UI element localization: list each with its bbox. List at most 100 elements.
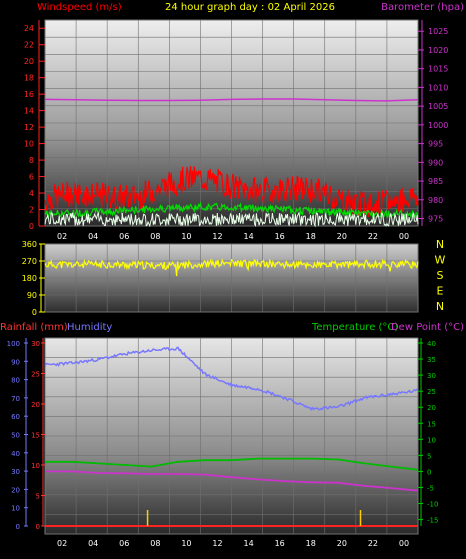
compass-label: S xyxy=(437,269,444,282)
humidity-tick-label: 10 xyxy=(11,505,20,513)
direction-tick-label: 180 xyxy=(22,274,37,283)
temperature-tick-label: -10 xyxy=(427,501,438,509)
humidity-tick-label: 40 xyxy=(11,450,20,458)
wind-direction-line xyxy=(44,258,419,277)
temperature-tick-label: 30 xyxy=(427,372,436,380)
dewpoint-line xyxy=(45,470,419,492)
x-tick-label: 10 xyxy=(181,232,191,241)
wind-tick-label: 8 xyxy=(29,156,34,165)
rain-tick-label: 5 xyxy=(36,493,40,501)
wind-tick-label: 2 xyxy=(29,206,34,215)
barometer-tick-label: 1025 xyxy=(428,27,448,36)
wind-series xyxy=(44,166,419,228)
compass-label: N xyxy=(436,238,444,251)
humidity-line xyxy=(44,346,419,411)
humidity-tick-label: 30 xyxy=(11,468,20,476)
x-tick-label: 14 xyxy=(243,232,253,241)
compass-label: N xyxy=(436,300,444,313)
direction-tick-label: 90 xyxy=(27,291,37,300)
wind-tick-label: 6 xyxy=(29,173,34,182)
barometer-tick-label: 1020 xyxy=(428,46,448,55)
axis-labels: 0246810121416182022249759809859909951000… xyxy=(7,20,448,548)
x-tick-label: 14 xyxy=(243,539,253,548)
barometer-tick-label: 985 xyxy=(428,177,443,186)
dewpoint-label: Dew Point (°C) xyxy=(391,322,464,333)
rain-tick-label: 25 xyxy=(31,371,40,379)
rain-tick-label: 30 xyxy=(31,340,40,348)
rain-series xyxy=(45,510,418,527)
humidity-tick-label: 80 xyxy=(11,377,20,385)
x-tick-label: 16 xyxy=(275,539,285,548)
barometer-tick-label: 975 xyxy=(428,215,443,224)
temperature-label: Temperature (°C) xyxy=(311,322,398,333)
temperature-tick-label: -5 xyxy=(427,484,434,492)
barometer-tick-label: 995 xyxy=(428,140,443,149)
temperature-tick-label: 5 xyxy=(427,452,431,460)
rainfall-label: Rainfall (mm) xyxy=(0,322,68,333)
x-tick-label: 06 xyxy=(119,232,129,241)
direction-tick-label: 270 xyxy=(22,257,37,266)
x-tick-label: 10 xyxy=(181,539,191,548)
temperature-tick-label: 15 xyxy=(427,420,436,428)
x-tick-label: 02 xyxy=(57,539,67,548)
wind-tick-label: 22 xyxy=(24,41,34,50)
x-tick-label: 04 xyxy=(88,232,98,241)
barometer-tick-label: 1010 xyxy=(428,83,448,92)
windspeed-label: Windspeed (m/s) xyxy=(37,2,122,13)
x-tick-label: 18 xyxy=(306,539,316,548)
x-tick-label: 08 xyxy=(150,232,160,241)
temperature-tick-label: 0 xyxy=(427,468,431,476)
chart-title: 24 hour graph day : 02 April 2026 xyxy=(165,2,335,13)
x-tick-label: 22 xyxy=(368,539,378,548)
temperature-tick-label: 10 xyxy=(427,436,436,444)
wind-tick-label: 16 xyxy=(24,90,34,99)
temperature-tick-label: 35 xyxy=(427,356,436,364)
humidity-tick-label: 70 xyxy=(11,395,20,403)
barometer-tick-label: 990 xyxy=(428,158,443,167)
wind-average-line xyxy=(44,201,419,220)
x-tick-label: 00 xyxy=(399,539,409,548)
x-tick-label: 18 xyxy=(306,232,316,241)
wind-low-line xyxy=(44,211,419,228)
humidity-tick-label: 0 xyxy=(16,523,20,531)
temperature-tick-label: 20 xyxy=(427,404,436,412)
humidity-tick-label: 90 xyxy=(11,358,20,366)
x-tick-label: 20 xyxy=(337,539,347,548)
direction-grid xyxy=(45,243,418,313)
x-tick-label: 06 xyxy=(119,539,129,548)
barometer-tick-label: 1015 xyxy=(428,65,448,74)
barometer-tick-label: 1000 xyxy=(428,121,448,130)
x-tick-label: 22 xyxy=(368,232,378,241)
x-tick-label: 20 xyxy=(337,232,347,241)
humidity-tick-label: 50 xyxy=(11,432,20,440)
barometer-label: Barometer (hpa) xyxy=(381,2,464,13)
wind-gust-line xyxy=(44,166,419,218)
rain-tick-label: 15 xyxy=(31,432,40,440)
temperature-line xyxy=(45,457,419,471)
x-tick-label: 02 xyxy=(57,232,67,241)
wind-tick-label: 4 xyxy=(29,189,34,198)
compass-label: W xyxy=(435,254,446,267)
wind-tick-label: 18 xyxy=(24,74,34,83)
rain-tick-label: 10 xyxy=(31,462,40,470)
humidity-label: Humidity xyxy=(67,322,112,333)
rain-tick-label: 20 xyxy=(31,401,40,409)
barometer-tick-label: 980 xyxy=(428,196,443,205)
humidity-tick-label: 100 xyxy=(7,340,20,348)
direction-tick-label: 0 xyxy=(32,308,37,317)
barometer-tick-label: 1005 xyxy=(428,102,448,111)
humidity-tick-label: 60 xyxy=(11,413,20,421)
barometer-line xyxy=(44,98,419,102)
compass-label: E xyxy=(437,285,444,298)
x-tick-label: 08 xyxy=(150,539,160,548)
rain-tick-label: 0 xyxy=(36,523,40,531)
x-tick-label: 04 xyxy=(88,539,98,548)
wind-tick-label: 14 xyxy=(24,107,34,116)
wind-tick-label: 20 xyxy=(24,57,34,66)
x-tick-label: 12 xyxy=(212,232,222,241)
wind-tick-label: 0 xyxy=(29,222,34,231)
temperature-tick-label: -15 xyxy=(427,517,438,525)
x-tick-label: 16 xyxy=(275,232,285,241)
